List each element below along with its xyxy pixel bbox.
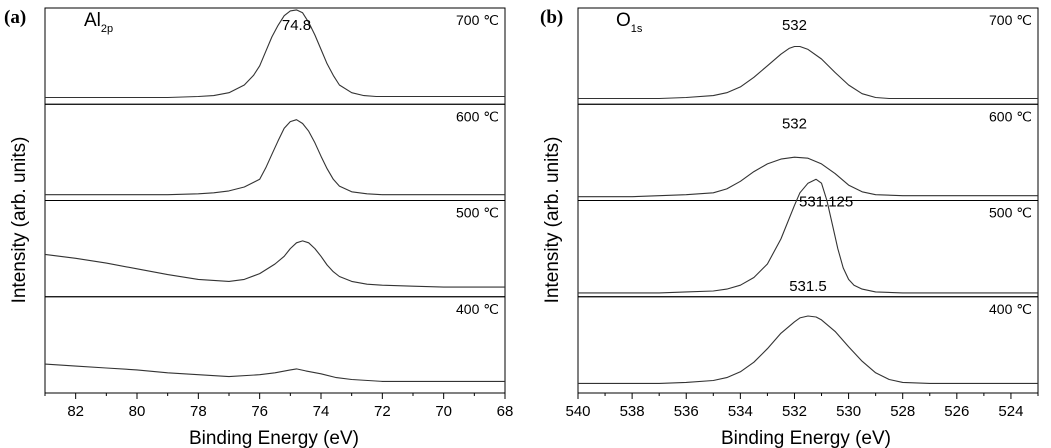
panel-a-x-tick-label: 78 <box>190 403 207 420</box>
panel-a-x-tick-label: 82 <box>67 403 84 420</box>
panel-b-x-tick-label: 534 <box>728 403 753 420</box>
panel-b-temperature-label: 700 ℃ <box>989 12 1032 28</box>
panel-a-series-600c-curve <box>45 119 505 196</box>
panel-b-x-tick-label: 526 <box>944 403 969 420</box>
panel-a-series-700c-curve <box>45 9 505 99</box>
panel-b-y-axis-title: Intensity (arb. units) <box>542 137 563 304</box>
panel-a-x-tick-label: 80 <box>129 403 146 420</box>
panel-a-temperature-label: 700 ℃ <box>456 12 499 28</box>
panel-a-element-label: Al2p <box>84 10 113 35</box>
panel-a-temperature-label: 500 ℃ <box>456 205 499 221</box>
panel-b-element-sub: 1s <box>631 23 643 35</box>
panel-b-peak-label: 532 <box>782 17 807 34</box>
panel-a-y-axis-title: Intensity (arb. units) <box>9 137 30 304</box>
panel-a-series-500c-curve <box>44 240 505 288</box>
panel-b-x-tick-label: 540 <box>565 403 590 420</box>
panel-b-x-tick-label: 532 <box>782 403 807 420</box>
panel-b-subplot-frame-4 <box>577 296 1039 394</box>
panel-b-temperature-label: 400 ℃ <box>989 301 1032 317</box>
panel-b-x-tick-label: 538 <box>620 403 645 420</box>
panel-b-x-axis-title: Binding Energy (eV) <box>721 428 891 448</box>
panel-a-element-sub: 2p <box>101 23 113 35</box>
panel-a-subplot-frame-4 <box>44 296 506 394</box>
panel-b-x-tick-label: 536 <box>674 403 699 420</box>
panel-b-element-label: O1s <box>616 10 643 35</box>
panel-b-element-main: O <box>616 10 631 31</box>
panel-b-x-tick-label: 524 <box>998 403 1023 420</box>
panel-a-temperature-label: 400 ℃ <box>456 301 499 317</box>
panel-a-letter: (a) <box>4 7 26 28</box>
panel-a-x-tick-label: 74 <box>313 403 330 420</box>
panel-b-series-700c-curve <box>578 45 1038 100</box>
panel-a-subplot-frame-1 <box>44 7 506 105</box>
panel-a-subplot-frame-2 <box>44 103 506 201</box>
panel-a-x-tick-label: 72 <box>374 403 391 420</box>
panel-b-peak-label: 532 <box>782 115 807 132</box>
panel-a-x-tick-label: 70 <box>435 403 452 420</box>
panel-a-temperature-label: 600 ℃ <box>456 108 499 124</box>
panel-b-series-500c-curve <box>578 178 1038 294</box>
panel-a-x-axis-title: Binding Energy (eV) <box>189 428 359 448</box>
panel-b-temperature-label: 600 ℃ <box>989 108 1032 124</box>
panel-b-letter: (b) <box>540 7 563 28</box>
panel-a-element-main: Al <box>84 10 101 31</box>
panel-b-x-tick-label: 528 <box>890 403 915 420</box>
panel-a-peak-label: 74.8 <box>282 17 311 34</box>
panel-a-x-tick-label: 76 <box>251 403 268 420</box>
panel-b-subplot-frame-1 <box>577 7 1039 105</box>
panel-a-al2p: (a) Al2p Intensity (arb. units) Binding … <box>4 7 513 448</box>
panel-b-series-600c-curve <box>578 156 1038 198</box>
panel-b-peak-label: 531.125 <box>799 194 853 211</box>
panel-a-subplot-frame-3 <box>44 200 506 298</box>
panel-a-series-400c-curve <box>44 363 505 382</box>
panel-b-o1s: (b) O1s Intensity (arb. units) Binding E… <box>540 7 1039 448</box>
panel-b-peak-label: 531.5 <box>789 278 827 295</box>
panel-b-x-tick-label: 530 <box>836 403 861 420</box>
panel-b-temperature-label: 500 ℃ <box>989 205 1032 221</box>
panel-a-x-tick-label: 68 <box>497 403 514 420</box>
panel-b-series-400c-curve <box>578 315 1038 384</box>
panel-b-subplot-frame-2 <box>577 103 1039 201</box>
